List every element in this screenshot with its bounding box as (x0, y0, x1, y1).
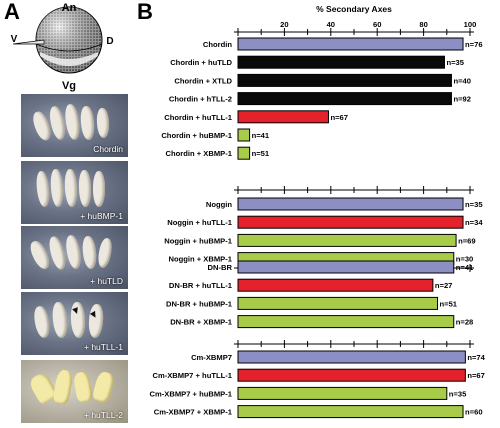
category-label: Noggin + huTLL-1 (167, 218, 233, 227)
category-label: Noggin (206, 200, 233, 209)
category-label: Chordin + hTLL-2 (169, 95, 232, 104)
category-label: DN-BR + huBMP-1 (166, 299, 233, 308)
category-label: Cm-XBMP7 + huBMP-1 (150, 389, 233, 398)
bar (237, 350, 466, 364)
photo-caption: + huTLD (90, 276, 123, 286)
photo-caption: + huTLL-2 (84, 410, 123, 420)
sample-size-label: n=30 (456, 255, 474, 264)
chart-groups: Chordin n=76 Chordin + huTLD n=35 Chordin + … (150, 28, 486, 419)
category-label: Noggin + huBMP-1 (164, 236, 232, 245)
bar (237, 215, 464, 229)
photo-caption: + huTLL-1 (84, 342, 123, 352)
sample-size-label: n=67 (467, 371, 485, 380)
sample-size-label: n=74 (467, 353, 485, 362)
bar (237, 278, 434, 292)
panel-b-letter: B (137, 0, 153, 24)
sample-size-label: n=40 (453, 76, 471, 85)
sample-size-label: n=34 (465, 218, 483, 227)
bar (237, 92, 452, 106)
photo-chordin: Chordin (21, 94, 128, 157)
bar-group: Chordin n=76 Chordin + huTLD n=35 Chordin + … (161, 28, 483, 160)
label-d: D (106, 36, 113, 47)
bar (237, 73, 452, 87)
category-label: Noggin + XBMP-1 (169, 255, 233, 264)
bar (237, 146, 251, 160)
bar (237, 55, 445, 69)
embryo-sphere (35, 6, 103, 74)
sample-size-label: n=60 (465, 408, 483, 417)
x-tick-label: 80 (419, 20, 427, 29)
category-label: Chordin + XBMP-1 (166, 149, 233, 158)
injection-needle (12, 39, 45, 45)
bar (237, 405, 464, 419)
sample-size-label: n=35 (446, 58, 464, 67)
x-axis-title: % Secondary Axes (316, 4, 392, 14)
bar (237, 386, 448, 400)
label-an: An (62, 2, 77, 14)
category-label: Chordin + XTLD (174, 76, 232, 85)
category-label: DN-BR + XBMP-1 (170, 318, 233, 327)
bar-group: Noggin n=35 Noggin + huTLL-1 n=34 Noggin + h… (164, 186, 483, 266)
bar (237, 315, 455, 329)
bar (237, 128, 251, 142)
label-v: V (11, 34, 18, 45)
sample-size-label: n=28 (456, 318, 474, 327)
bar-group: Cm-XBMP7 n=74 Cm-XBMP7 + huTLL-1 n=67 Cm-XBM… (150, 340, 486, 419)
panel-a: An Vg V D Chordin + huBMP-1 + huTLD + hu… (0, 0, 136, 428)
sample-size-label: n=69 (458, 236, 476, 245)
photo-caption: Chordin (93, 144, 123, 154)
label-vg: Vg (62, 80, 76, 92)
x-tick-label: 100 (464, 20, 477, 29)
sample-size-label: n=41 (252, 131, 270, 140)
sample-size-label: n=51 (252, 149, 270, 158)
photo-caption: + huBMP-1 (80, 211, 123, 221)
sample-size-label: n=35 (449, 389, 467, 398)
category-label: Cm-XBMP7 + huTLL-1 (152, 371, 232, 380)
panel-a-letter: A (4, 0, 20, 24)
category-label: Cm-XBMP7 (191, 353, 232, 362)
photo-hutll1: + huTLL-1 (21, 292, 128, 355)
sample-size-label: n=35 (465, 200, 483, 209)
sample-size-label: n=51 (440, 299, 458, 308)
sample-size-label: n=76 (465, 40, 483, 49)
x-tick-label: 60 (373, 20, 381, 29)
embryo-diagram: An Vg V D (11, 2, 114, 92)
category-label: Chordin + huTLL-1 (164, 113, 232, 122)
sample-size-label: n=67 (330, 113, 348, 122)
category-label: DN-BR + huTLL-1 (169, 281, 233, 290)
sample-size-label: n=92 (453, 95, 471, 104)
bar (237, 296, 439, 310)
bar (237, 233, 457, 247)
x-tick-label: 20 (280, 20, 288, 29)
sample-size-label: n=41 (456, 263, 474, 272)
photo-hutld: + huTLD (21, 226, 128, 289)
bar (237, 197, 464, 211)
bar-group: DN-BR n=41 DN-BR + huTLL-1 n=27 DN-BR + huBM… (166, 260, 474, 329)
bar (237, 110, 329, 124)
bar (237, 260, 455, 274)
photo-hubmp1: + huBMP-1 (21, 161, 128, 224)
bar (237, 37, 464, 51)
category-label: Cm-XBMP7 + XBMP-1 (154, 408, 233, 417)
x-tick-label: 40 (327, 20, 335, 29)
category-label: DN-BR (208, 263, 233, 272)
category-label: Chordin (203, 40, 232, 49)
bar (237, 368, 466, 382)
category-label: Chordin + huBMP-1 (161, 131, 232, 140)
category-label: Chordin + huTLD (170, 58, 232, 67)
sample-size-label: n=27 (435, 281, 453, 290)
photo-hutll2: + huTLL-2 (21, 360, 128, 423)
